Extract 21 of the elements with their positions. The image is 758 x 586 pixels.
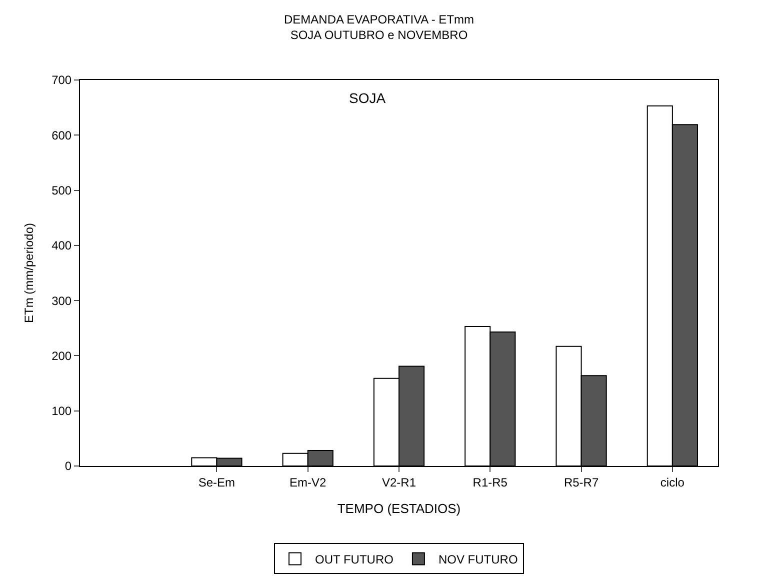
y-tick-label: 200 — [52, 348, 72, 363]
x-axis-title: TEMPO (ESTADIOS) — [337, 501, 461, 516]
y-tick-label: 500 — [52, 183, 72, 198]
annotation: SOJA — [349, 90, 386, 106]
y-tick-label: 400 — [52, 238, 72, 253]
x-tick-label: Se-Em — [198, 475, 236, 490]
x-tick-label: ciclo — [660, 475, 685, 490]
y-tick-label: 700 — [52, 73, 72, 88]
chart-title: DEMANDA EVAPORATIVA - ETmm — [284, 12, 474, 26]
y-tick-label: 100 — [52, 404, 72, 418]
y-tick-label: 600 — [52, 128, 72, 142]
x-tick-label: Em-V2 — [290, 475, 327, 490]
legend-label: NOV FUTURO — [438, 552, 518, 566]
x-tick-label: R5-R7 — [564, 475, 599, 490]
y-tick-label: 300 — [52, 294, 72, 308]
y-axis-title: ETm (mm/periodo) — [22, 222, 36, 324]
y-tick-label: 0 — [64, 459, 72, 474]
legend-label: OUT FUTURO — [315, 552, 394, 566]
x-tick-label: R1-R5 — [472, 475, 508, 490]
chart-subtitle: SOJA OUTUBRO e NOVEMBRO — [290, 28, 468, 42]
x-tick-label: V2-R1 — [382, 475, 416, 490]
